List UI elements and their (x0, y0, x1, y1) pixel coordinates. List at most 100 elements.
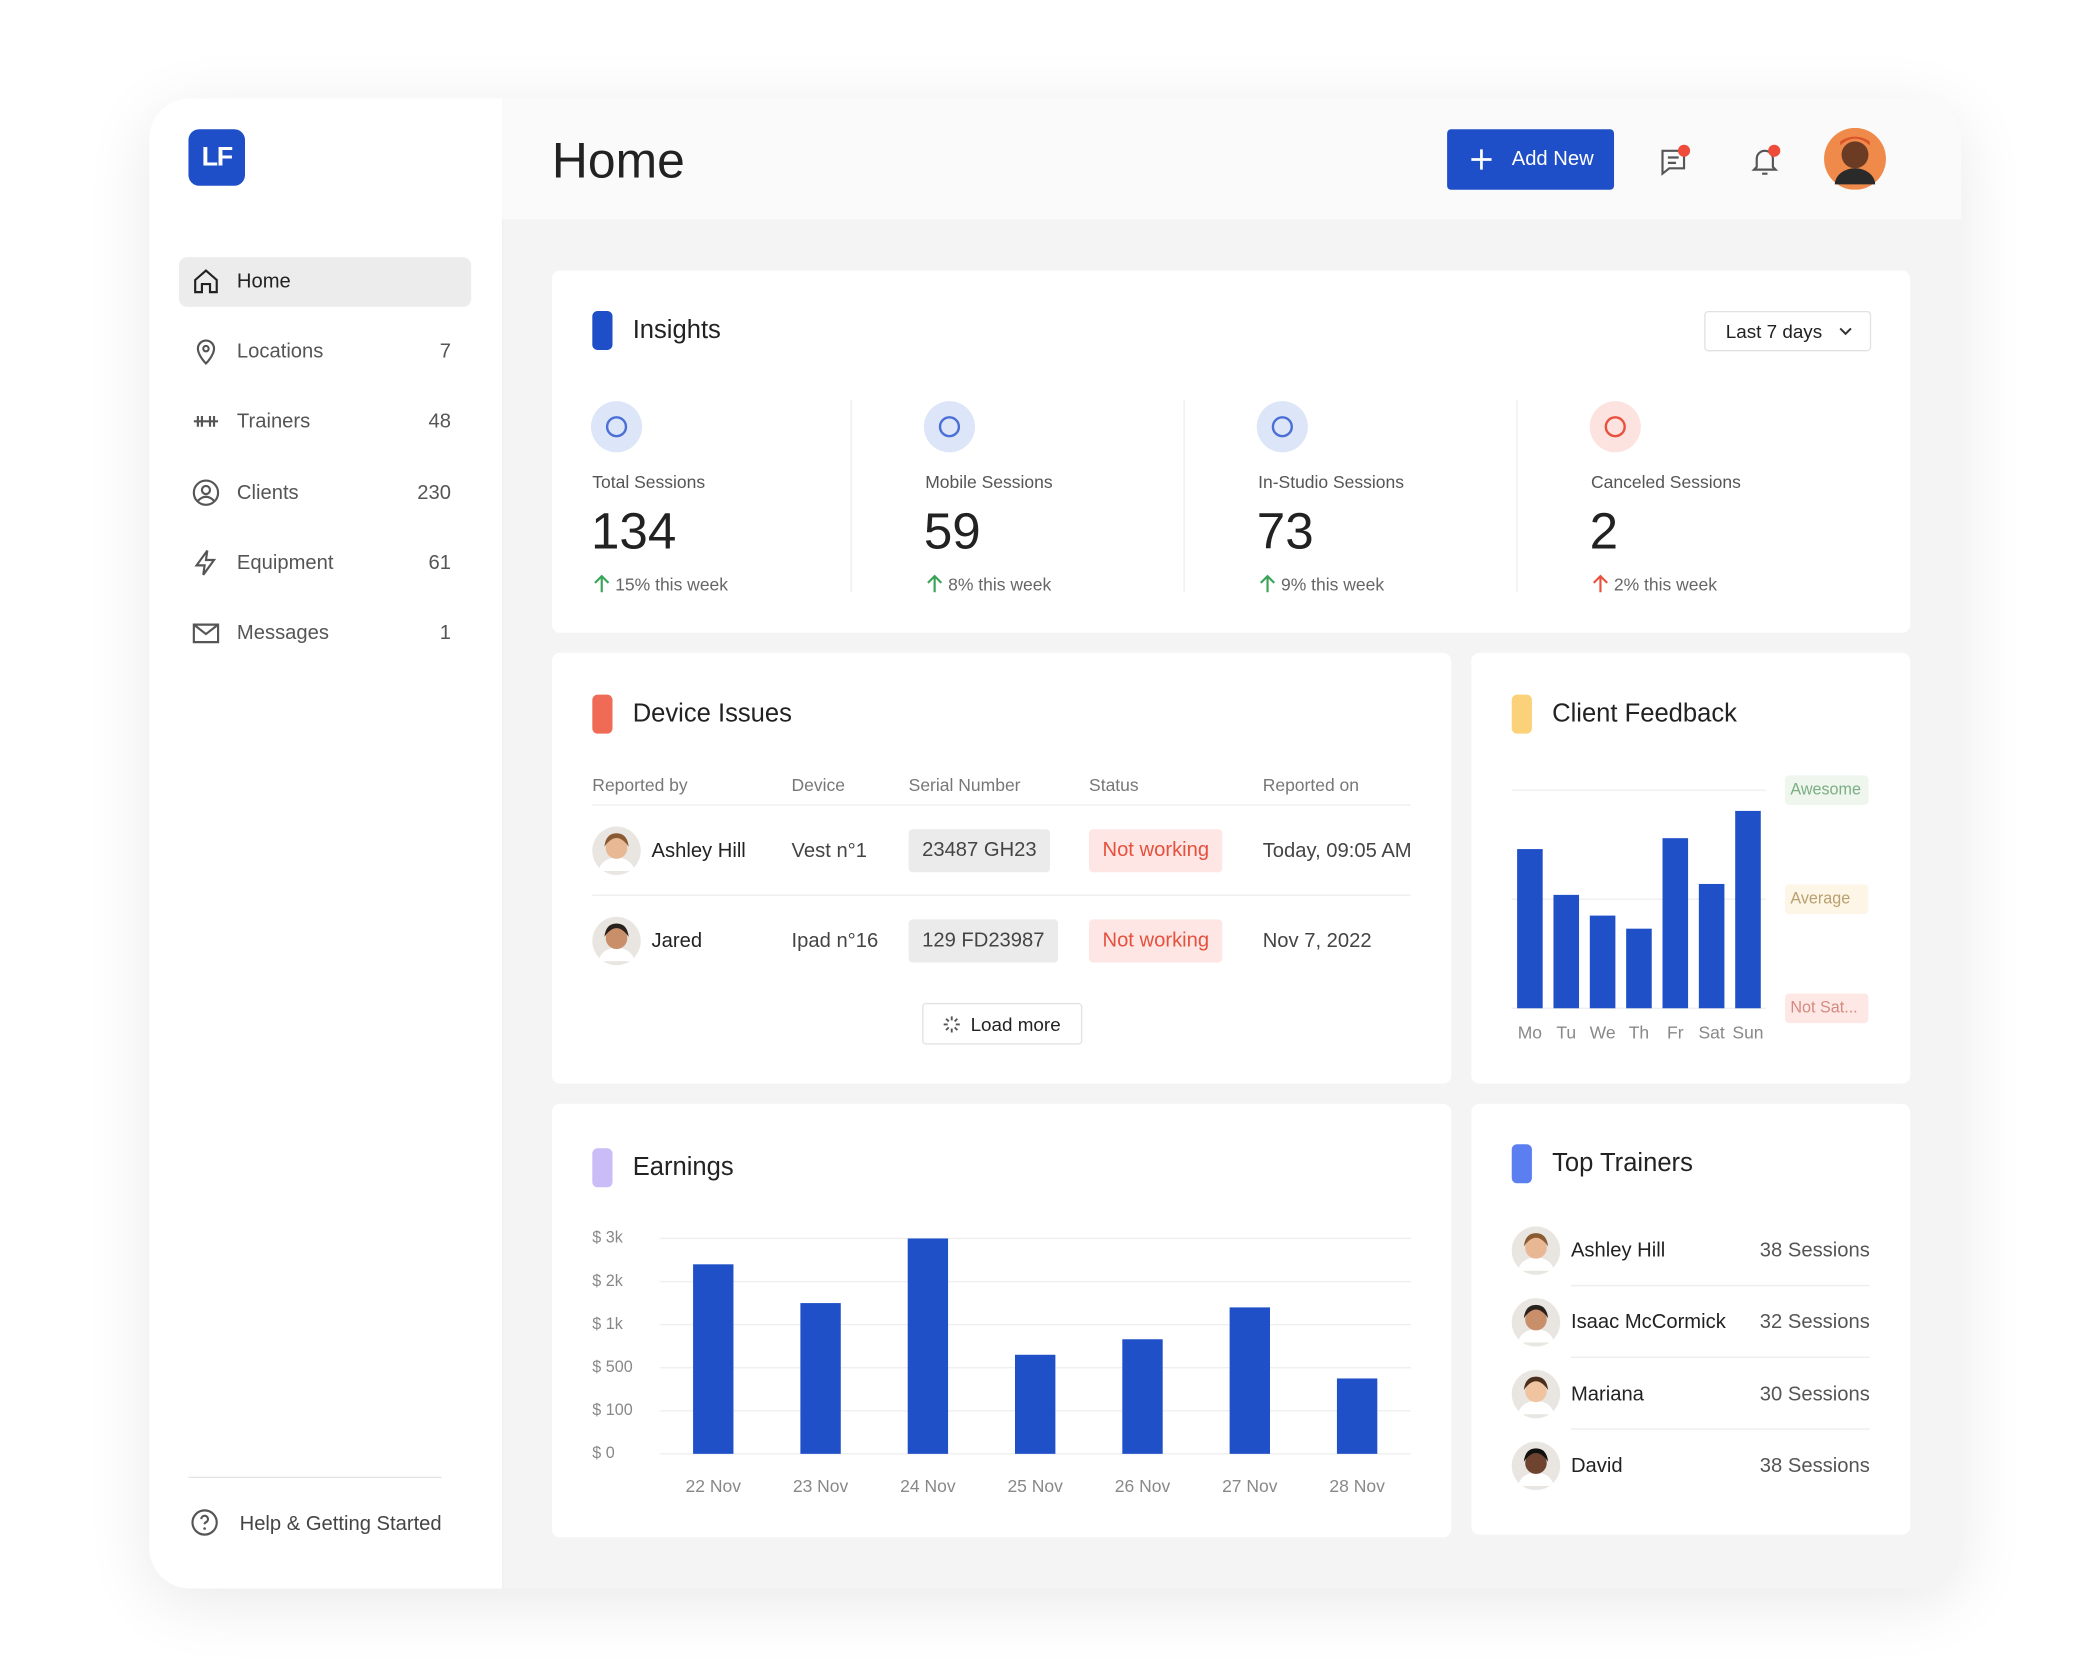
stat-label: Canceled Sessions (1591, 471, 1741, 493)
device-name: Vest n°1 (791, 839, 867, 863)
section-title: Device Issues (632, 700, 792, 729)
trainer-sessions: 30 Sessions (1759, 1382, 1870, 1406)
logo[interactable]: LF (188, 129, 246, 186)
nav-icon (193, 416, 219, 428)
y-tick-label: $ 100 (592, 1401, 632, 1419)
sidebar-divider (188, 1476, 442, 1479)
bar (1589, 915, 1616, 1009)
nav-icon-shape (194, 549, 217, 576)
range-dropdown[interactable]: Last 7 days (1704, 310, 1872, 352)
avatar-face (1525, 1237, 1547, 1259)
avatar-hair (1523, 1448, 1549, 1462)
nav-count: 48 (428, 410, 451, 434)
stat-change: 15% this week (615, 574, 729, 595)
stat-change: 8% this week (948, 574, 1052, 595)
avatar-body (1518, 1472, 1554, 1487)
tick-pill (1785, 993, 1869, 1024)
status-pill: Not working (1089, 919, 1223, 963)
nav-label[interactable]: Clients (236, 480, 299, 504)
section-marker (592, 310, 613, 351)
load-more-label: Load more (970, 1013, 1061, 1036)
notifications-icon[interactable] (1746, 140, 1786, 180)
y-tick-label: $ 2k (592, 1272, 623, 1290)
bar (800, 1303, 841, 1454)
avatar (1511, 1369, 1561, 1419)
nav-label[interactable]: Equipment (236, 550, 334, 574)
section-title: Top Trainers (1552, 1149, 1693, 1178)
nav-label[interactable]: Home (236, 269, 291, 293)
trainer-name: Mariana (1570, 1382, 1644, 1406)
x-tick-label: We (1590, 1022, 1616, 1042)
x-tick-label: 28 Nov (1329, 1476, 1385, 1496)
bar (1229, 1307, 1271, 1454)
stat-icon (1271, 416, 1293, 438)
stat-icon-bg (590, 401, 643, 453)
nav-active-bg (179, 257, 472, 307)
reported-on: Nov 7, 2022 (1262, 929, 1372, 953)
trainer-name: David (1570, 1454, 1623, 1478)
x-tick-label: Th (1629, 1022, 1649, 1042)
column-header: Status (1089, 774, 1139, 795)
stat-icon (605, 416, 628, 438)
user-avatar[interactable] (1824, 127, 1886, 190)
x-tick-label: Sun (1732, 1022, 1763, 1042)
avatar-face (605, 927, 628, 950)
nav-icon-shape (192, 623, 220, 644)
y-tick-label: $ 3k (592, 1229, 623, 1247)
nav-icon-shape (193, 416, 219, 428)
y-tick-label: $ 0 (592, 1444, 614, 1462)
stat-label: In-Studio Sessions (1258, 471, 1405, 493)
nav-label[interactable]: Trainers (236, 410, 311, 434)
column-header: Reported by (592, 774, 688, 795)
serial-pill: 129 FD23987 (908, 919, 1058, 963)
load-more-button[interactable]: Load more (922, 1002, 1083, 1045)
bar (1015, 1354, 1056, 1454)
trainer-name: Ashley Hill (1570, 1239, 1666, 1263)
messages-icon[interactable] (1656, 140, 1696, 180)
bar (1517, 849, 1543, 1009)
device-name: Ipad n°16 (791, 929, 879, 953)
avatar-body (1518, 1400, 1554, 1415)
avatar-body (599, 857, 635, 871)
x-tick-label: Sat (1698, 1022, 1724, 1042)
avatar-face (1525, 1380, 1547, 1403)
range-label: Last 7 days (1725, 320, 1823, 342)
stat-change: 2% this week (1613, 574, 1717, 595)
avatar (1511, 1298, 1561, 1347)
y-tick-label: Not Sat... (1790, 999, 1857, 1017)
trainer-sessions: 38 Sessions (1759, 1454, 1870, 1478)
section-title: Client Feedback (1552, 700, 1737, 729)
x-tick-label: 26 Nov (1115, 1476, 1171, 1496)
bar (1336, 1378, 1378, 1454)
nav-label[interactable]: Locations (236, 340, 324, 364)
avatar-hair (1523, 1304, 1549, 1319)
nav-label[interactable]: Messages (236, 621, 329, 645)
bar (1662, 838, 1689, 1009)
add-new-button[interactable]: Add New (1447, 129, 1615, 190)
stat-icon-bg (1256, 401, 1308, 453)
tick-pill (1785, 775, 1869, 806)
stat-icon (1604, 416, 1626, 438)
bar (1698, 883, 1725, 1009)
stat-change: 9% this week (1280, 574, 1385, 595)
help-link[interactable]: Help & Getting Started (239, 1512, 442, 1536)
bar (907, 1238, 949, 1454)
avatar (1511, 1441, 1561, 1491)
add-new-label: Add New (1511, 147, 1594, 171)
nav-count: 230 (417, 480, 451, 504)
section-marker (592, 694, 613, 734)
avatar-hair (1523, 1376, 1549, 1391)
chevron (1839, 327, 1852, 336)
column-header: Serial Number (908, 774, 1021, 795)
avatar-body (1518, 1257, 1554, 1271)
bar (693, 1264, 734, 1454)
section-title: Insights (632, 316, 721, 345)
bar (1553, 894, 1580, 1009)
nav-icon (196, 339, 216, 366)
trend-arrow (594, 574, 610, 593)
nav-icon-shape (192, 478, 220, 506)
